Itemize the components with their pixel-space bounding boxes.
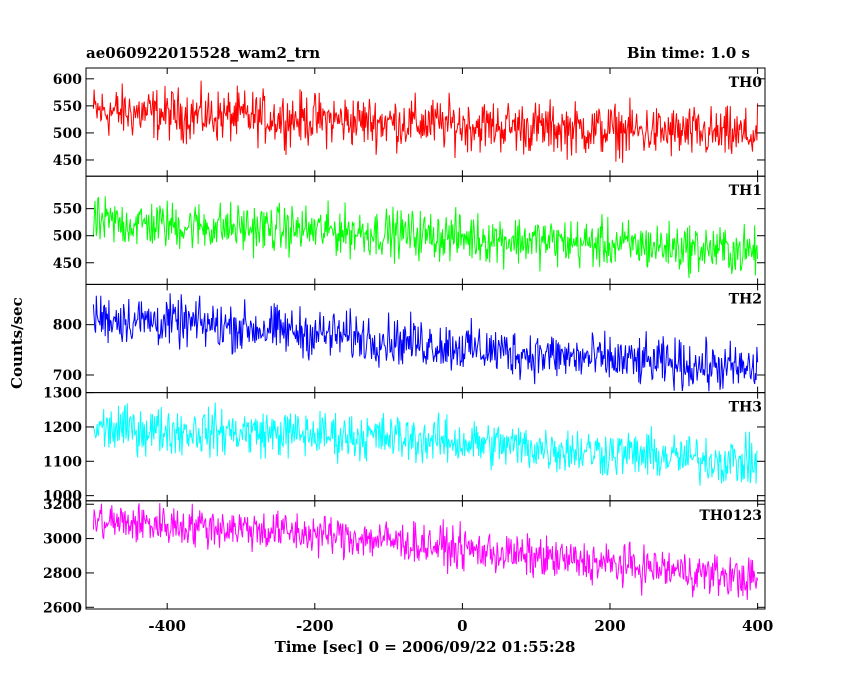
y-tick-label-th3: 1200 [43,420,82,436]
y-tick-label-th3: 1300 [43,386,82,402]
series-line-th0 [92,80,759,163]
x-tick-label: 0 [457,617,467,635]
panel-label-th1: TH1 [729,183,762,199]
observation-id-title: ae060922015528_wam2_trn [86,44,321,62]
series-line-th3 [92,402,758,486]
x-tick-label: -200 [296,617,334,635]
series-line-th0123 [92,503,759,600]
y-tick-label-th2: 800 [53,318,82,334]
series-line-th2 [92,293,759,392]
y-tick-label-th0123: 2600 [43,600,82,616]
y-tick-label-th0123: 2800 [43,566,82,582]
x-tick-label: 200 [594,617,625,635]
panel-label-th0: TH0 [729,75,763,91]
panel-frame-th0123 [85,500,766,610]
y-tick-label-th3: 1100 [43,454,82,470]
y-tick-label-th1: 550 [53,202,82,218]
y-tick-label-th1: 500 [53,229,82,245]
y-tick-label-th0: 550 [53,99,82,115]
panel-label-th3: TH3 [729,400,762,416]
x-tick-label: 400 [742,617,773,635]
panel-label-th2: TH2 [729,291,762,307]
bin-time-label: Bin time: 1.0 s [626,44,750,62]
x-axis-label: Time [sec] 0 = 2006/09/22 01:55:28 [274,638,576,656]
y-tick-label-th2: 700 [53,368,82,384]
y-tick-label-th3: 1000 [43,489,82,505]
y-tick-label-th0123: 3200 [43,497,82,513]
y-tick-label-th1: 450 [53,256,82,272]
panel-label-th0123: TH0123 [699,508,762,524]
y-tick-label-th0: 450 [53,153,82,169]
y-tick-label-th0: 500 [53,126,82,142]
series-line-th1 [92,196,759,279]
y-tick-label-th0123: 3000 [43,532,82,548]
y-tick-label-th0: 600 [53,72,82,88]
x-tick-label: -400 [148,617,186,635]
